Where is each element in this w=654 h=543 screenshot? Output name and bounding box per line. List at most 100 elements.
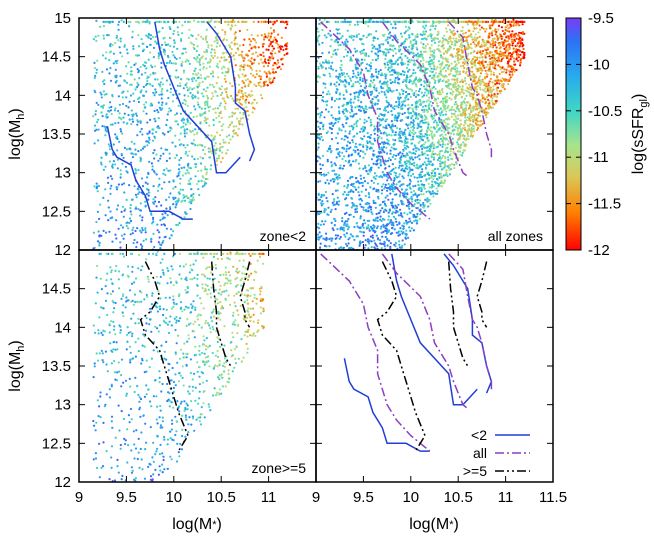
scatter-point <box>361 49 364 52</box>
scatter-point <box>383 73 387 76</box>
scatter-point <box>345 122 348 125</box>
scatter-point <box>141 229 144 232</box>
scatter-point <box>384 57 387 61</box>
scatter-point <box>416 52 419 55</box>
scatter-point <box>319 163 322 166</box>
scatter-point <box>170 234 173 237</box>
scatter-point <box>477 31 480 34</box>
scatter-point <box>362 208 365 211</box>
scatter-point <box>165 43 168 47</box>
scatter-point <box>401 215 404 218</box>
scatter-point <box>481 122 484 125</box>
scatter-point <box>381 171 384 174</box>
scatter-point <box>437 97 440 100</box>
scatter-point <box>112 52 115 55</box>
scatter-point <box>168 180 171 183</box>
scatter-point <box>445 138 448 141</box>
scatter-point <box>393 119 396 122</box>
scatter-point <box>267 62 270 65</box>
scatter-point <box>183 199 187 202</box>
scatter-point <box>408 61 412 64</box>
scatter-point <box>358 182 361 185</box>
scatter-point <box>180 64 183 67</box>
scatter-point <box>463 126 466 129</box>
scatter-point <box>95 101 98 104</box>
scatter-point <box>466 132 469 135</box>
scatter-point <box>416 117 419 120</box>
scatter-point <box>142 239 145 242</box>
scatter-point <box>356 59 359 62</box>
scatter-point <box>204 57 207 60</box>
scatter-point <box>131 156 134 159</box>
scatter-point <box>400 156 403 159</box>
scatter-point <box>153 149 156 152</box>
scatter-point <box>423 33 426 36</box>
scatter-point <box>253 83 256 86</box>
scatter-point <box>322 124 325 127</box>
scatter-point <box>227 96 230 99</box>
scatter-point <box>471 134 474 137</box>
scatter-point <box>221 52 224 55</box>
scatter-point <box>452 37 455 40</box>
scatter-point <box>433 68 436 71</box>
scatter-point <box>470 134 473 137</box>
scatter-point <box>367 34 370 37</box>
scatter-point <box>122 215 125 218</box>
scatter-point <box>478 75 481 78</box>
scatter-point <box>496 38 499 42</box>
scatter-point <box>413 62 416 65</box>
scatter-point <box>424 116 428 119</box>
scatter-point <box>237 20 240 23</box>
scatter-point <box>231 135 234 138</box>
scatter-point <box>214 142 217 145</box>
scatter-point <box>141 245 144 248</box>
scatter-point <box>184 152 187 155</box>
scatter-point <box>404 135 407 138</box>
scatter-point <box>361 240 364 244</box>
scatter-point <box>362 150 365 154</box>
scatter-point <box>418 173 421 176</box>
scatter-point <box>477 93 480 96</box>
scatter-point <box>123 209 126 212</box>
scatter-point <box>424 157 427 160</box>
scatter-point <box>370 33 373 36</box>
scatter-point <box>262 61 265 64</box>
scatter-point <box>434 24 437 28</box>
scatter-point <box>325 93 329 96</box>
scatter-point <box>377 166 380 169</box>
scatter-point <box>186 128 189 131</box>
scatter-point <box>394 23 397 26</box>
scatter-point <box>453 78 456 81</box>
scatter-point <box>456 141 459 144</box>
scatter-point <box>496 82 499 85</box>
scatter-point <box>418 87 421 91</box>
scatter-point <box>408 156 411 159</box>
scatter-point <box>144 181 147 184</box>
scatter-point <box>436 190 439 193</box>
scatter-point <box>355 76 358 79</box>
scatter-point <box>473 43 476 46</box>
scatter-point <box>401 175 404 178</box>
scatter-point <box>464 128 467 131</box>
scatter-point <box>146 144 149 147</box>
scatter-point <box>429 160 432 164</box>
scatter-point <box>415 46 418 49</box>
scatter-point <box>320 202 323 205</box>
scatter-point <box>142 85 145 88</box>
scatter-point <box>421 101 424 104</box>
scatter-point <box>418 217 421 220</box>
scatter-point <box>417 201 420 204</box>
scatter-point <box>107 143 110 146</box>
scatter-point <box>416 176 419 179</box>
scatter-point <box>180 39 183 42</box>
scatter-point <box>345 150 348 153</box>
scatter-point <box>205 171 208 174</box>
scatter-point <box>232 99 235 102</box>
scatter-point <box>353 47 356 50</box>
scatter-point <box>161 101 164 104</box>
scatter-point <box>431 70 434 73</box>
scatter-point <box>398 103 401 107</box>
scatter-point <box>384 186 387 189</box>
scatter-point <box>266 36 269 39</box>
scatter-point <box>439 101 442 104</box>
